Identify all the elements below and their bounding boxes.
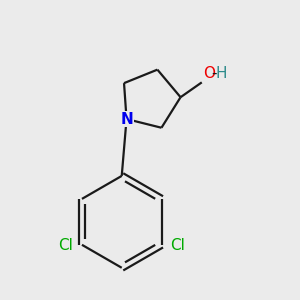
Text: Cl: Cl	[170, 238, 185, 253]
Text: Cl: Cl	[58, 238, 73, 253]
Text: -: -	[212, 66, 217, 81]
Text: O: O	[203, 66, 215, 81]
Text: H: H	[215, 66, 227, 81]
Text: N: N	[120, 112, 133, 127]
